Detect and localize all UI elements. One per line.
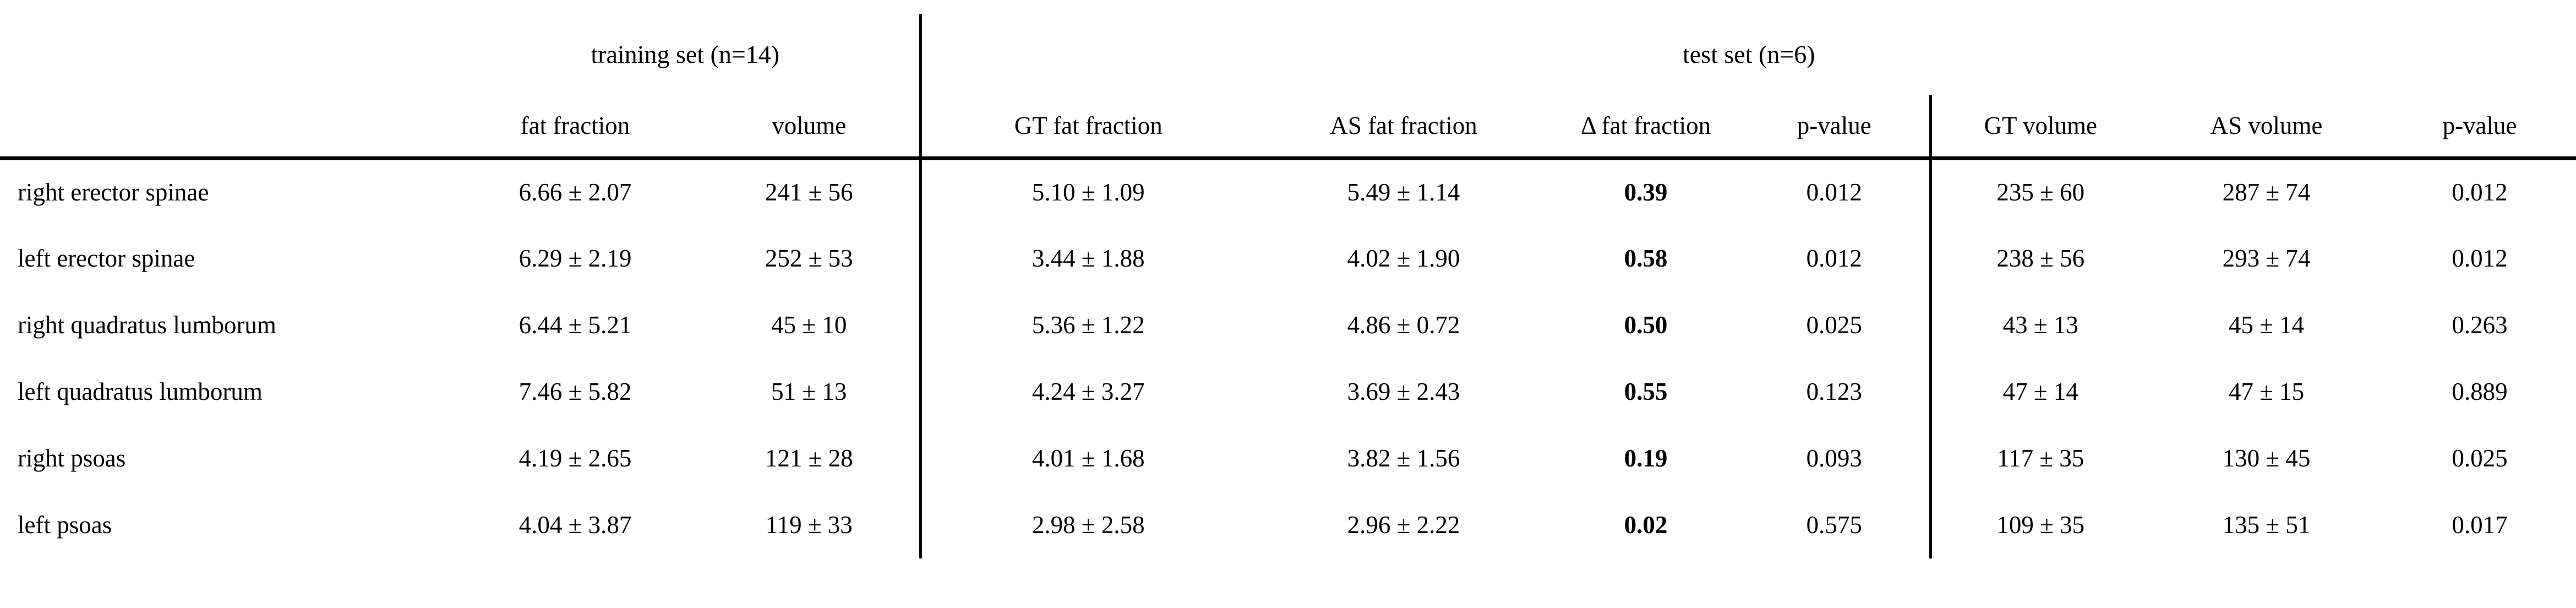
- column-header-train-volume: volume: [699, 95, 922, 160]
- gt-fat-fraction-cell: 3.44 ± 1.88: [1032, 244, 1145, 272]
- muscle-name-cell: right erector spinae: [18, 178, 209, 207]
- column-header-train-fat-fraction: fat fraction: [451, 95, 699, 160]
- train-volume-cell: 252 ± 53: [699, 225, 922, 292]
- delta-fat-fraction-cell: 0.19: [1624, 444, 1668, 472]
- as-fat-fraction-cell: 4.02 ± 1.90: [1347, 244, 1460, 272]
- as-fat-fraction-cell: 5.49 ± 1.14: [1347, 178, 1460, 207]
- column-header-muscle: [0, 95, 451, 160]
- as-fat-fraction-cell: 2.96 ± 2.22: [1347, 511, 1460, 539]
- gt-volume-cell: 109 ± 35: [1996, 511, 2085, 539]
- muscle-name-cell: left erector spinae: [18, 244, 195, 272]
- p-value-fat-fraction-cell: 0.012: [1739, 158, 1932, 225]
- table-row: right erector spinae 6.66 ± 2.07 241 ± 5…: [0, 158, 2576, 225]
- gt-volume-cell: 117 ± 35: [1997, 444, 2084, 472]
- column-header-as-fat-fraction: AS fat fraction: [1255, 95, 1553, 160]
- p-value-fat-fraction-cell: 0.012: [1739, 225, 1932, 292]
- gt-fat-fraction-cell: 5.36 ± 1.22: [1032, 311, 1145, 339]
- train-fat-fraction-cell: 6.66 ± 2.07: [519, 178, 632, 207]
- train-fat-fraction-cell: 4.19 ± 2.65: [519, 444, 632, 472]
- p-value-volume-cell: 0.263: [2452, 311, 2508, 339]
- p-value-fat-fraction-cell: 0.093: [1739, 425, 1932, 492]
- as-volume-cell: 135 ± 51: [2222, 511, 2311, 539]
- delta-fat-fraction-cell: 0.39: [1624, 178, 1668, 207]
- p-value-fat-fraction-cell: 0.575: [1739, 491, 1932, 558]
- train-volume-cell: 45 ± 10: [699, 291, 922, 359]
- gt-fat-fraction-cell: 5.10 ± 1.09: [1032, 178, 1145, 207]
- delta-fat-fraction-cell: 0.55: [1624, 377, 1668, 405]
- as-fat-fraction-cell: 3.69 ± 2.43: [1347, 377, 1460, 405]
- train-fat-fraction-cell: 4.04 ± 3.87: [519, 511, 632, 539]
- p-value-fat-fraction-cell: 0.025: [1739, 291, 1932, 359]
- p-value-volume-cell: 0.012: [2452, 178, 2508, 207]
- p-value-volume-cell: 0.025: [2452, 444, 2508, 472]
- column-header-delta-fat-fraction: Δ fat fraction: [1552, 95, 1740, 160]
- train-fat-fraction-cell: 6.29 ± 2.19: [519, 244, 632, 272]
- table-row: left psoas 4.04 ± 3.87 119 ± 33 2.98 ± 2…: [0, 491, 2576, 558]
- table-row: left quadratus lumborum 7.46 ± 5.82 51 ±…: [0, 358, 2576, 425]
- muscle-statistics-table: training set (n=14) test set (n=6) fat f…: [0, 14, 2576, 558]
- gt-volume-cell: 43 ± 13: [2002, 311, 2078, 339]
- p-value-volume-cell: 0.017: [2452, 511, 2508, 539]
- gt-volume-cell: 238 ± 56: [1996, 244, 2085, 272]
- column-header-row: fat fraction volume GT fat fraction AS f…: [0, 95, 2576, 160]
- as-volume-cell: 130 ± 45: [2222, 444, 2311, 472]
- group-header-training-set: training set (n=14): [451, 14, 922, 95]
- train-volume-cell: 119 ± 33: [699, 491, 922, 558]
- group-header-test-set: test set (n=6): [1683, 40, 1815, 68]
- gt-fat-fraction-cell: 4.24 ± 3.27: [1032, 377, 1145, 405]
- column-header-as-volume: AS volume: [2149, 95, 2384, 160]
- muscle-name-cell: right psoas: [18, 444, 126, 472]
- column-header-gt-fat-fraction: GT fat fraction: [920, 95, 1256, 160]
- as-volume-cell: 47 ± 15: [2228, 377, 2305, 405]
- p-value-fat-fraction-cell: 0.123: [1739, 358, 1932, 425]
- train-volume-cell: 51 ± 13: [699, 358, 922, 425]
- table-body: right erector spinae 6.66 ± 2.07 241 ± 5…: [0, 158, 2576, 558]
- as-volume-cell: 45 ± 14: [2228, 311, 2305, 339]
- as-fat-fraction-cell: 3.82 ± 1.56: [1347, 444, 1460, 472]
- gt-volume-cell: 47 ± 14: [2002, 377, 2078, 405]
- table-row: right quadratus lumborum 6.44 ± 5.21 45 …: [0, 291, 2576, 359]
- column-header-p-value-fat-fraction: p-value: [1739, 95, 1932, 160]
- group-header-row: training set (n=14) test set (n=6): [0, 14, 2576, 95]
- muscle-name-cell: right quadratus lumborum: [18, 311, 276, 339]
- train-fat-fraction-cell: 6.44 ± 5.21: [519, 311, 632, 339]
- delta-fat-fraction-cell: 0.58: [1624, 244, 1668, 272]
- train-volume-cell: 121 ± 28: [699, 425, 922, 492]
- gt-volume-cell: 235 ± 60: [1996, 178, 2085, 207]
- muscle-name-cell: left quadratus lumborum: [18, 377, 263, 405]
- p-value-volume-cell: 0.012: [2452, 244, 2508, 272]
- group-header-spacer: [0, 14, 451, 95]
- as-volume-cell: 293 ± 74: [2222, 244, 2311, 272]
- table-row: right psoas 4.19 ± 2.65 121 ± 28 4.01 ± …: [0, 425, 2576, 492]
- as-fat-fraction-cell: 4.86 ± 0.72: [1347, 311, 1460, 339]
- gt-fat-fraction-cell: 4.01 ± 1.68: [1032, 444, 1145, 472]
- p-value-volume-cell: 0.889: [2452, 377, 2508, 405]
- train-volume-cell: 241 ± 56: [699, 158, 922, 225]
- delta-fat-fraction-cell: 0.50: [1624, 311, 1668, 339]
- delta-fat-fraction-cell: 0.02: [1624, 511, 1668, 539]
- gt-fat-fraction-cell: 2.98 ± 2.58: [1032, 511, 1145, 539]
- column-header-p-value-volume: p-value: [2383, 95, 2576, 160]
- muscle-name-cell: left psoas: [18, 511, 112, 539]
- column-header-gt-volume: GT volume: [1930, 95, 2150, 160]
- table-row: left erector spinae 6.29 ± 2.19 252 ± 53…: [0, 225, 2576, 292]
- train-fat-fraction-cell: 7.46 ± 5.82: [519, 377, 632, 405]
- as-volume-cell: 287 ± 74: [2222, 178, 2311, 207]
